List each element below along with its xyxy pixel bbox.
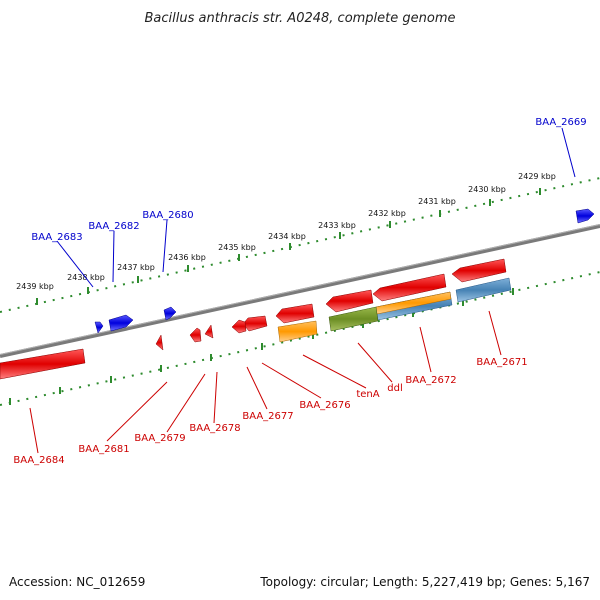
gene-baa-2680[interactable] (163, 306, 177, 321)
gene-label-tena[interactable]: tenA (356, 389, 379, 400)
gene-label-baa-2672[interactable]: BAA_2672 (405, 375, 456, 386)
outer-ruler-ticks (36, 188, 541, 305)
inner-ruler-ticks (9, 288, 514, 405)
gene-red-5[interactable] (242, 315, 268, 332)
inner-ruler (0, 271, 600, 406)
gene-baa-2683[interactable] (94, 321, 104, 334)
gene-baa-2671[interactable] (455, 277, 512, 303)
tick-label: 2433 kbp (318, 221, 356, 230)
genome-summary-text: Topology: circular; Length: 5,227,419 bp… (259, 575, 590, 589)
gene-label-baa-2679[interactable]: BAA_2679 (134, 433, 185, 444)
tick-label: 2439 kbp (16, 282, 54, 291)
gene-red-6[interactable] (231, 319, 247, 334)
gene-red-9[interactable] (155, 334, 164, 351)
tick-label: 2430 kbp (468, 185, 506, 194)
gene-tena[interactable] (328, 306, 379, 332)
forward-leaders (56, 127, 576, 288)
gene-label-baa-2676[interactable]: BAA_2676 (299, 400, 350, 411)
gene-label-baa-2682[interactable]: BAA_2682 (88, 221, 139, 232)
gene-baa-2669[interactable] (575, 208, 595, 224)
gene-red-1[interactable] (451, 258, 507, 283)
gene-label-baa-2680[interactable]: BAA_2680 (142, 210, 193, 221)
gene-baa-2676[interactable] (277, 320, 318, 343)
gene-red-2[interactable] (372, 273, 447, 302)
tick-label: 2435 kbp (218, 243, 256, 252)
gene-label-baa-2678[interactable]: BAA_2678 (189, 423, 240, 434)
outer-ruler (0, 177, 600, 313)
tick-label: 2429 kbp (518, 172, 556, 181)
accession-text: Accession: NC_012659 (9, 575, 145, 589)
genome-backbone (0, 224, 600, 358)
gene-baa-2682[interactable] (108, 314, 134, 332)
genome-backbone-highlight (0, 224, 600, 355)
gene-label-baa-2671[interactable]: BAA_2671 (476, 357, 527, 368)
gene-label-baa-2681[interactable]: BAA_2681 (78, 444, 129, 455)
tick-label: 2434 kbp (268, 232, 306, 241)
tick-label: 2432 kbp (368, 209, 406, 218)
tick-label: 2436 kbp (168, 253, 206, 262)
gene-baa-2684[interactable] (0, 348, 86, 380)
gene-label-baa-2677[interactable]: BAA_2677 (242, 411, 293, 422)
map-title: Bacillus anthracis str. A0248, complete … (144, 11, 455, 26)
tick-label: 2437 kbp (117, 263, 155, 272)
reverse-leaders (29, 310, 502, 454)
gene-red-4[interactable] (275, 303, 315, 324)
tick-label: 2431 kbp (418, 197, 456, 206)
gene-red-3[interactable] (325, 289, 374, 313)
gene-label-baa-2683[interactable]: BAA_2683 (31, 232, 82, 243)
gene-label-baa-2669[interactable]: BAA_2669 (535, 117, 586, 128)
gene-label-baa-2684[interactable]: BAA_2684 (13, 455, 64, 466)
gene-label-ddl[interactable]: ddl (387, 383, 402, 394)
gene-red-8[interactable] (189, 327, 202, 343)
gene-red-7[interactable] (204, 324, 214, 339)
